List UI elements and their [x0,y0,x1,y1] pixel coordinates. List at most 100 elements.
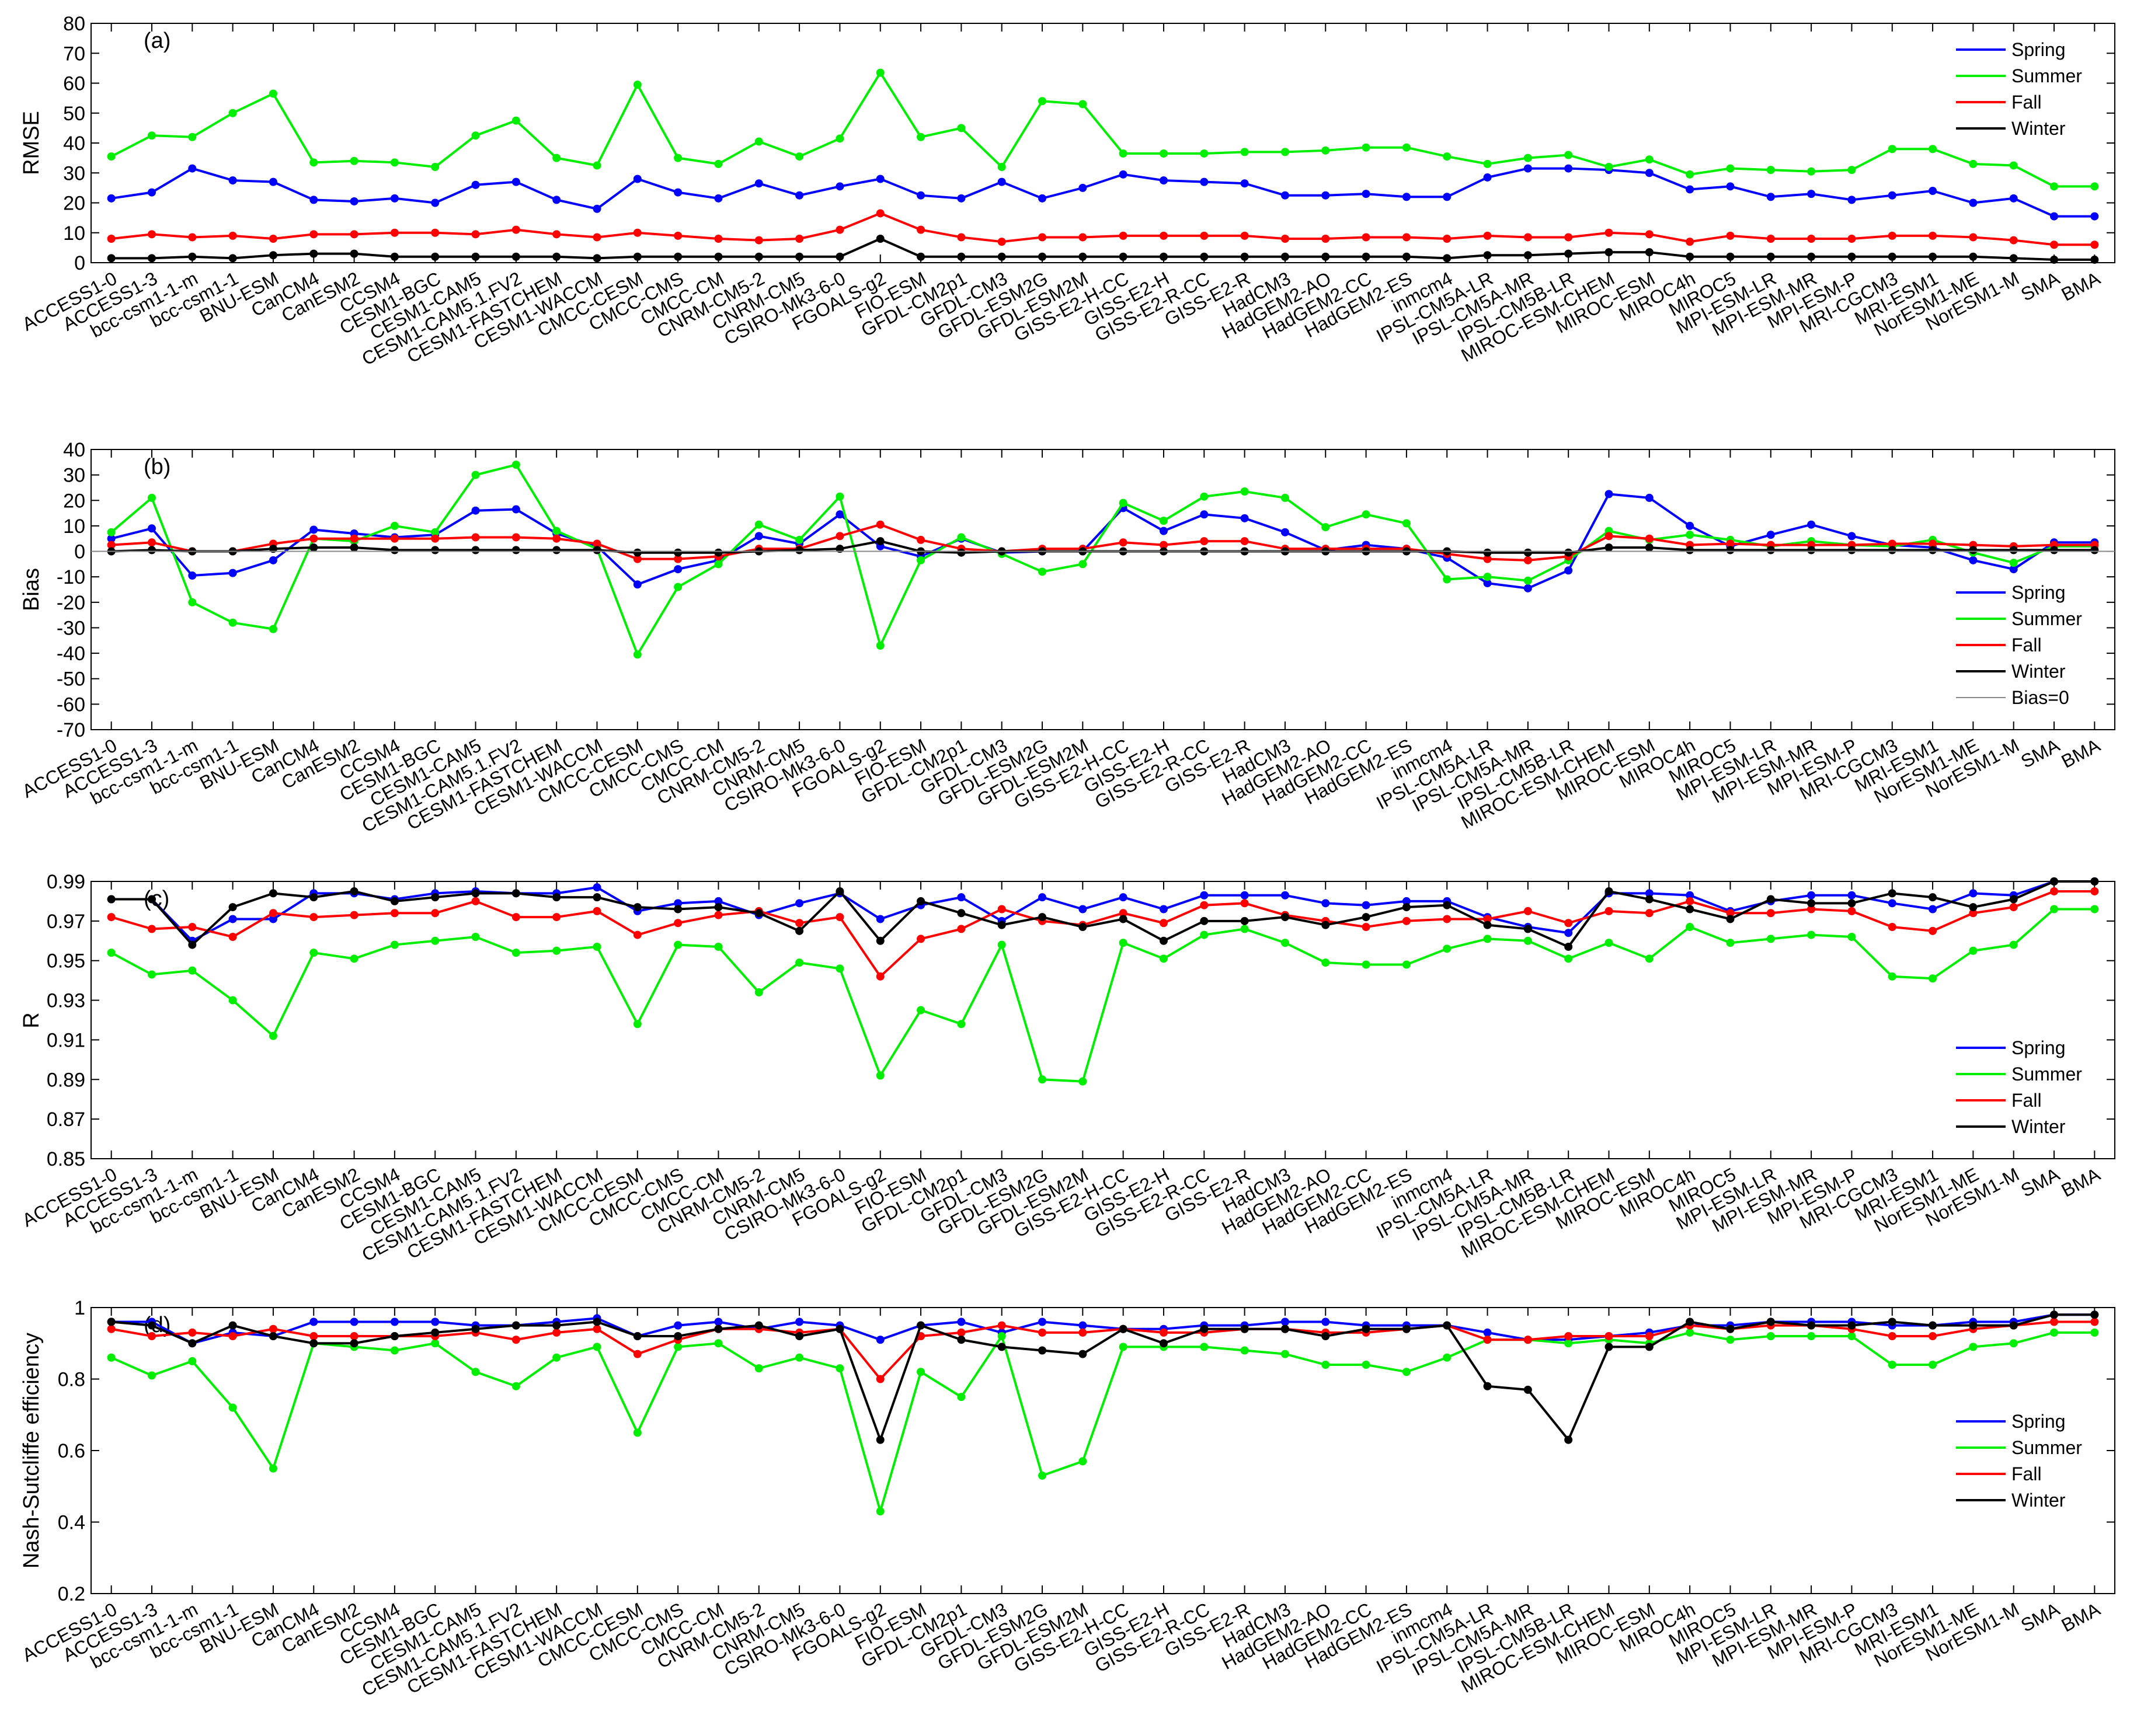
data-point-summer [754,520,763,529]
data-point-spring [1888,191,1896,200]
y-tick-label: -40 [57,643,85,665]
data-point-winter [1847,899,1856,908]
data-point-winter [2050,1310,2059,1319]
data-point-fall [2050,240,2059,249]
data-point-spring [876,915,885,923]
data-point-fall [228,231,237,240]
data-point-fall [1240,537,1249,546]
legend-label: Summer [2011,1437,2082,1458]
data-point-spring [674,1321,683,1330]
data-point-spring [431,198,440,207]
data-point-spring [471,506,480,515]
data-point-fall [593,539,601,548]
data-point-summer [228,109,237,117]
data-point-fall [471,533,480,542]
data-point-winter [633,252,642,261]
data-point-fall [1645,909,1654,918]
data-point-fall [188,923,197,932]
data-point-winter [1402,1324,1411,1333]
y-tick-label: 10 [63,222,85,245]
data-point-fall [1523,556,1532,564]
data-point-winter [350,249,358,258]
data-point-summer [1604,163,1613,171]
data-point-fall [2090,1317,2099,1326]
data-point-summer [552,1353,561,1362]
data-point-spring [633,175,642,183]
data-point-summer [836,134,844,143]
legend-label: Fall [2011,92,2042,113]
data-point-fall [1362,233,1370,242]
data-point-spring [1807,190,1816,198]
data-point-fall [228,1332,237,1340]
data-point-summer [876,1071,885,1080]
data-point-summer [593,942,601,951]
data-point-winter [754,909,763,918]
data-point-fall [633,930,642,939]
data-point-winter [309,1339,318,1348]
data-point-summer [2050,182,2059,191]
series-line-spring [111,493,2095,590]
y-tick-label: 60 [63,73,85,95]
data-point-fall [309,1332,318,1340]
data-point-fall [1604,907,1613,915]
data-point-fall [147,925,156,933]
data-point-spring [957,893,966,902]
data-point-spring [1969,556,1978,564]
data-point-winter [1645,1343,1654,1351]
data-point-winter [917,897,925,905]
data-point-summer [674,1343,683,1351]
data-point-summer [1119,939,1127,947]
data-point-spring [1686,185,1694,194]
data-point-summer [1564,1339,1573,1348]
series-line-fall [111,1320,2095,1381]
data-point-winter [350,1339,358,1348]
data-point-fall [1402,233,1411,242]
legend-label: Summer [2011,1064,2082,1085]
data-point-spring [1969,198,1978,207]
data-point-spring [1280,891,1289,900]
data-point-fall [1645,1332,1654,1340]
data-point-spring [876,175,885,183]
data-point-spring [1119,893,1127,902]
data-point-fall [1726,539,1735,548]
data-point-summer [2090,182,2099,191]
data-point-winter [1159,252,1168,261]
data-point-summer [511,1382,520,1390]
legend-label: Summer [2011,65,2082,86]
data-point-summer [2050,1328,2059,1337]
data-point-summer [1766,166,1775,175]
data-point-spring [957,194,966,203]
data-point-spring [1402,897,1411,905]
legend-label: Bias=0 [2011,687,2069,708]
data-point-summer [511,949,520,957]
data-point-fall [1078,233,1087,242]
data-point-winter [147,895,156,904]
data-point-spring [390,194,399,203]
data-point-spring [1483,1328,1492,1337]
data-point-winter [471,252,480,261]
data-point-fall [1726,231,1735,240]
data-point-fall [552,1328,561,1337]
data-point-fall [1200,537,1209,546]
data-point-summer [269,625,277,633]
data-point-fall [633,555,642,563]
data-point-summer [350,954,358,963]
data-point-summer [1159,517,1168,525]
data-point-summer [1362,960,1370,969]
data-point-winter [1929,1321,1937,1330]
data-point-fall [997,1321,1006,1330]
data-point-winter [1564,548,1573,557]
data-point-winter [1038,1346,1047,1355]
data-point-fall [1807,905,1816,914]
data-point-spring [1969,889,1978,898]
data-point-fall [714,911,723,919]
y-tick-label: 0.8 [58,1369,85,1391]
data-point-winter [1726,915,1735,923]
data-point-summer [1888,972,1896,981]
data-point-fall [593,907,601,915]
data-point-fall [350,230,358,239]
data-point-winter [431,893,440,902]
data-point-winter [1402,252,1411,261]
data-point-winter [1604,1343,1613,1351]
data-point-fall [1443,235,1452,243]
